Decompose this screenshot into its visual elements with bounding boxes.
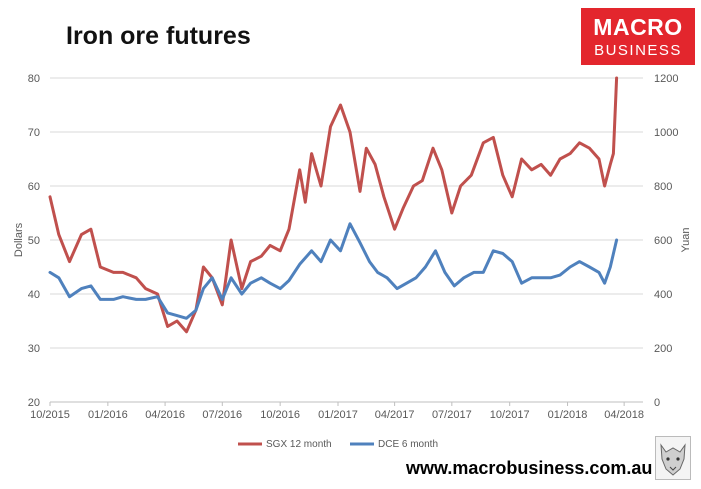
y-axis-label-right: Yuan [680,227,692,252]
x-tick-label: 01/2016 [88,409,128,421]
axes: 2030405060708002004006008001000120010/20… [28,73,679,421]
y-tick-label-right: 1000 [654,127,678,139]
logo-line-2: BUSINESS [594,42,682,59]
x-tick-label: 01/2017 [318,409,358,421]
y-tick-label-right: 200 [654,343,672,355]
wolf-logo-icon [655,436,691,480]
x-tick-label: 10/2016 [260,409,300,421]
y-tick-label-right: 400 [654,289,672,301]
y-tick-label-left: 60 [28,181,40,193]
y-tick-label-right: 800 [654,181,672,193]
macrobusiness-logo: MACRO BUSINESS [581,8,695,65]
y-tick-label-right: 0 [654,397,660,409]
y-tick-label-left: 80 [28,73,40,85]
x-tick-label: 07/2016 [202,409,242,421]
y-tick-label-left: 40 [28,289,40,301]
x-tick-label: 07/2017 [432,409,472,421]
legend-label-dce: DCE 6 month [378,439,438,450]
x-tick-label: 01/2018 [548,409,588,421]
y-axis-label-left: Dollars [13,222,25,257]
logo-line-1: MACRO [593,14,683,40]
gridlines [50,77,643,403]
y-tick-label-right: 1200 [654,73,678,85]
x-tick-label: 04/2016 [145,409,185,421]
series-layer [48,76,619,334]
x-tick-label: 04/2017 [375,409,415,421]
legend-label-sgx: SGX 12 month [266,439,332,450]
series-line-dce [48,222,619,320]
legend: SGX 12 month DCE 6 month [238,439,438,450]
x-tick-label: 04/2018 [604,409,644,421]
y-tick-label-left: 70 [28,127,40,139]
y-tick-label-right: 600 [654,235,672,247]
x-tick-label: 10/2015 [30,409,70,421]
y-tick-label-left: 20 [28,397,40,409]
wolf-icon [660,443,686,476]
y-tick-label-left: 50 [28,235,40,247]
website-url: www.macrobusiness.com.au [406,458,653,478]
x-tick-label: 10/2017 [490,409,530,421]
chart-title: Iron ore futures [66,22,251,50]
y-tick-label-left: 30 [28,343,40,355]
